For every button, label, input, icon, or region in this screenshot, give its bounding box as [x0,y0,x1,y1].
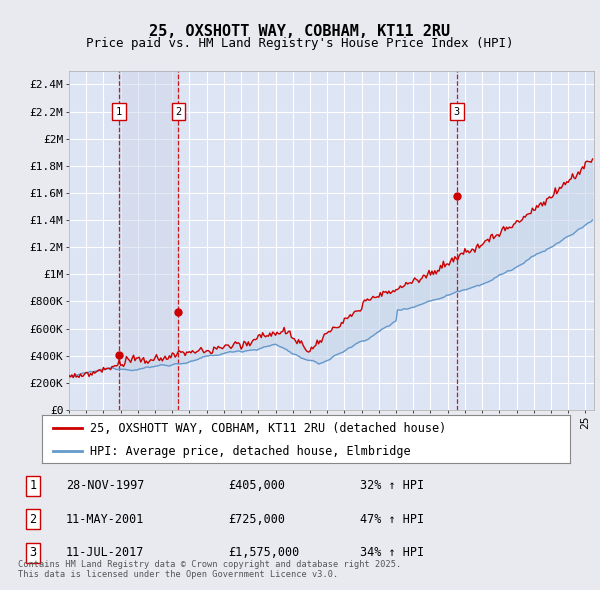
Text: 1: 1 [116,107,122,116]
Text: 25, OXSHOTT WAY, COBHAM, KT11 2RU: 25, OXSHOTT WAY, COBHAM, KT11 2RU [149,24,451,38]
Text: 3: 3 [454,107,460,116]
Text: 32% ↑ HPI: 32% ↑ HPI [360,479,424,492]
Text: 28-NOV-1997: 28-NOV-1997 [66,479,145,492]
Text: 2: 2 [175,107,182,116]
Text: 11-MAY-2001: 11-MAY-2001 [66,513,145,526]
Text: £725,000: £725,000 [228,513,285,526]
Text: 47% ↑ HPI: 47% ↑ HPI [360,513,424,526]
Text: 2: 2 [29,513,37,526]
Text: Contains HM Land Registry data © Crown copyright and database right 2025.
This d: Contains HM Land Registry data © Crown c… [18,560,401,579]
Text: 11-JUL-2017: 11-JUL-2017 [66,546,145,559]
Text: 1: 1 [29,479,37,492]
Text: Price paid vs. HM Land Registry's House Price Index (HPI): Price paid vs. HM Land Registry's House … [86,37,514,50]
Text: 34% ↑ HPI: 34% ↑ HPI [360,546,424,559]
Text: 25, OXSHOTT WAY, COBHAM, KT11 2RU (detached house): 25, OXSHOTT WAY, COBHAM, KT11 2RU (detac… [89,422,446,435]
Text: £1,575,000: £1,575,000 [228,546,299,559]
Text: 3: 3 [29,546,37,559]
Text: HPI: Average price, detached house, Elmbridge: HPI: Average price, detached house, Elmb… [89,444,410,458]
Bar [119,71,178,410]
Text: £405,000: £405,000 [228,479,285,492]
